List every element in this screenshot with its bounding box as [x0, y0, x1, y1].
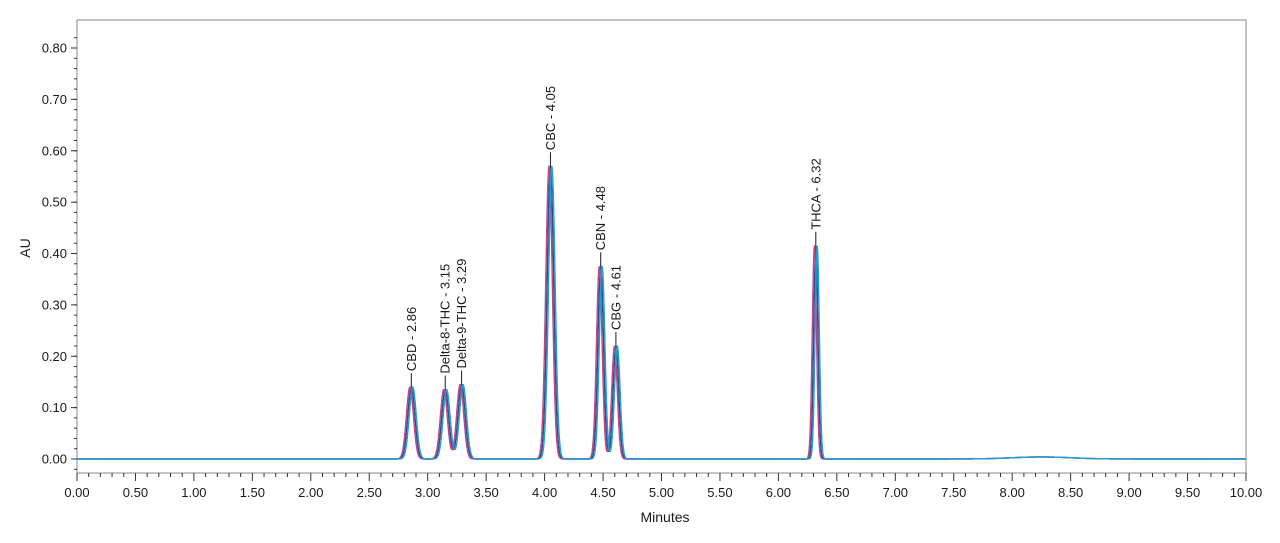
peak-label: Delta-8-THC - 3.15	[438, 264, 453, 374]
y-tick-label: 0.80	[42, 41, 67, 56]
x-tick-label: 1.50	[240, 485, 265, 500]
x-axis-title: Minutes	[640, 509, 689, 525]
x-axis: 0.00 0.50 1.00 1.50 2.00 2.50 3.00 3.50 4.00 4.50…	[64, 473, 1262, 500]
x-tick-label: 5.50	[707, 485, 732, 500]
x-tick-label: 0.00	[64, 485, 89, 500]
x-tick-label: 10.00	[1230, 485, 1263, 500]
y-tick-label: 0.30	[42, 297, 67, 312]
x-tick-label: 4.50	[590, 485, 615, 500]
plot-frame	[76, 19, 1247, 474]
y-axis-title: AU	[17, 238, 33, 257]
peak-label: CBC - 4.05	[543, 86, 558, 150]
x-tick-label: 7.00	[883, 485, 908, 500]
y-tick-label: 0.00	[42, 452, 67, 467]
y-tick-label: 0.10	[42, 400, 67, 415]
x-tick-label: 9.00	[1116, 485, 1141, 500]
peak-label: Delta-9-THC - 3.29	[454, 259, 469, 369]
peak-labels: CBD - 2.86 Delta-8-THC - 3.15 Delta-9-THC …	[404, 86, 823, 390]
peak-label: CBN - 4.48	[593, 186, 608, 250]
peak-label: CBD - 2.86	[404, 307, 419, 371]
peak-label: CBG - 4.61	[608, 265, 623, 330]
x-tick-label: 9.50	[1175, 485, 1200, 500]
peak-label: THCA - 6.32	[808, 158, 823, 230]
y-tick-label: 0.50	[42, 195, 67, 210]
x-tick-label: 8.00	[1000, 485, 1025, 500]
x-tick-label: 8.50	[1058, 485, 1083, 500]
y-tick-label: 0.40	[42, 246, 67, 261]
y-axis: 0.00 0.10 0.20 0.30 0.40 0.50 0.60 0.70 0.80	[42, 37, 77, 470]
y-tick-label: 0.20	[42, 349, 67, 364]
x-tick-label: 6.50	[824, 485, 849, 500]
x-tick-label: 5.00	[649, 485, 674, 500]
x-tick-label: 6.00	[766, 485, 791, 500]
y-tick-label: 0.60	[42, 143, 67, 158]
x-tick-label: 1.00	[181, 485, 206, 500]
x-tick-label: 4.00	[532, 485, 557, 500]
x-tick-label: 2.00	[298, 485, 323, 500]
x-tick-label: 3.50	[473, 485, 498, 500]
y-tick-label: 0.70	[42, 92, 67, 107]
x-tick-label: 3.00	[415, 485, 440, 500]
x-tick-label: 0.50	[123, 485, 148, 500]
series-line	[76, 165, 1247, 460]
x-tick-label: 2.50	[357, 485, 382, 500]
x-tick-label: 7.50	[941, 485, 966, 500]
series-line	[76, 165, 1247, 460]
series-group	[76, 165, 1247, 460]
series-line	[76, 165, 1247, 460]
